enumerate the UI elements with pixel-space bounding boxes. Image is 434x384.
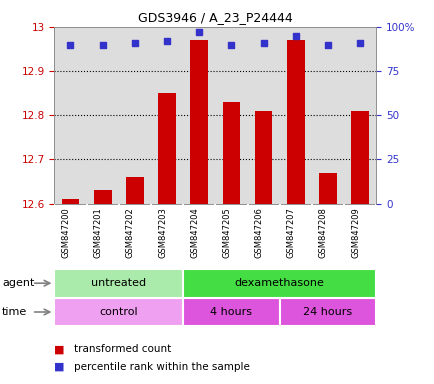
Text: transformed count: transformed count bbox=[74, 344, 171, 354]
Bar bbox=[94, 190, 111, 204]
Point bbox=[260, 40, 266, 46]
Text: GSM847204: GSM847204 bbox=[190, 207, 199, 258]
Bar bbox=[286, 40, 304, 204]
Text: time: time bbox=[2, 307, 27, 317]
Point bbox=[131, 40, 138, 46]
Point bbox=[163, 38, 170, 44]
Title: GDS3946 / A_23_P24444: GDS3946 / A_23_P24444 bbox=[138, 11, 292, 24]
Text: 4 hours: 4 hours bbox=[210, 307, 252, 317]
Bar bbox=[54, 298, 183, 326]
Text: GSM847208: GSM847208 bbox=[318, 207, 327, 258]
Bar bbox=[319, 173, 336, 204]
Point bbox=[292, 33, 299, 39]
Point bbox=[99, 41, 106, 48]
Text: GSM847201: GSM847201 bbox=[93, 207, 102, 258]
Text: untreated: untreated bbox=[91, 278, 146, 288]
Bar bbox=[279, 298, 375, 326]
Point bbox=[67, 41, 74, 48]
Bar bbox=[254, 111, 272, 204]
Bar bbox=[158, 93, 175, 204]
Text: GSM847209: GSM847209 bbox=[350, 207, 359, 258]
Point bbox=[227, 41, 234, 48]
Text: GSM847207: GSM847207 bbox=[286, 207, 295, 258]
Text: ■: ■ bbox=[54, 362, 65, 372]
Bar bbox=[183, 269, 375, 298]
Bar bbox=[54, 269, 183, 298]
Point bbox=[195, 29, 202, 35]
Point bbox=[324, 41, 331, 48]
Text: GSM847206: GSM847206 bbox=[254, 207, 263, 258]
Text: GSM847203: GSM847203 bbox=[158, 207, 167, 258]
Bar bbox=[183, 298, 279, 326]
Text: GSM847202: GSM847202 bbox=[125, 207, 135, 258]
Bar bbox=[62, 199, 79, 204]
Text: control: control bbox=[99, 307, 138, 317]
Text: agent: agent bbox=[2, 278, 34, 288]
Bar bbox=[351, 111, 368, 204]
Text: dexamethasone: dexamethasone bbox=[234, 278, 324, 288]
Point bbox=[356, 40, 363, 46]
Bar bbox=[126, 177, 143, 204]
Text: GSM847205: GSM847205 bbox=[222, 207, 231, 258]
Text: ■: ■ bbox=[54, 344, 65, 354]
Text: 24 hours: 24 hours bbox=[303, 307, 352, 317]
Text: GSM847200: GSM847200 bbox=[61, 207, 70, 258]
Text: percentile rank within the sample: percentile rank within the sample bbox=[74, 362, 249, 372]
Bar bbox=[190, 40, 207, 204]
Bar bbox=[222, 102, 240, 204]
